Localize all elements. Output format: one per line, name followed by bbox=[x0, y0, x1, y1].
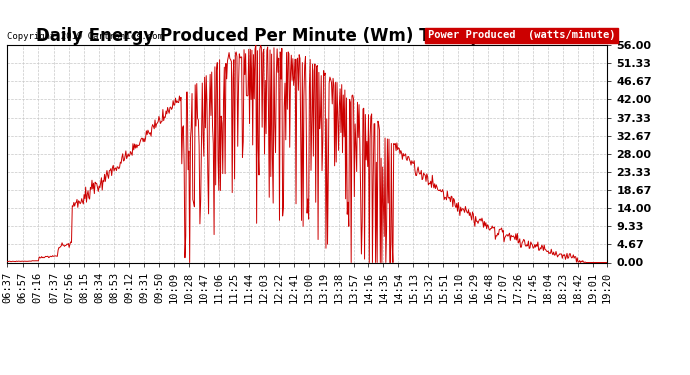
Text: Copyright 2019 Cartronics.com: Copyright 2019 Cartronics.com bbox=[7, 32, 163, 41]
Text: Power Produced  (watts/minute): Power Produced (watts/minute) bbox=[428, 30, 615, 40]
Title: Daily Energy Produced Per Minute (Wm) Tue Apr 16 19:30: Daily Energy Produced Per Minute (Wm) Tu… bbox=[36, 27, 578, 45]
